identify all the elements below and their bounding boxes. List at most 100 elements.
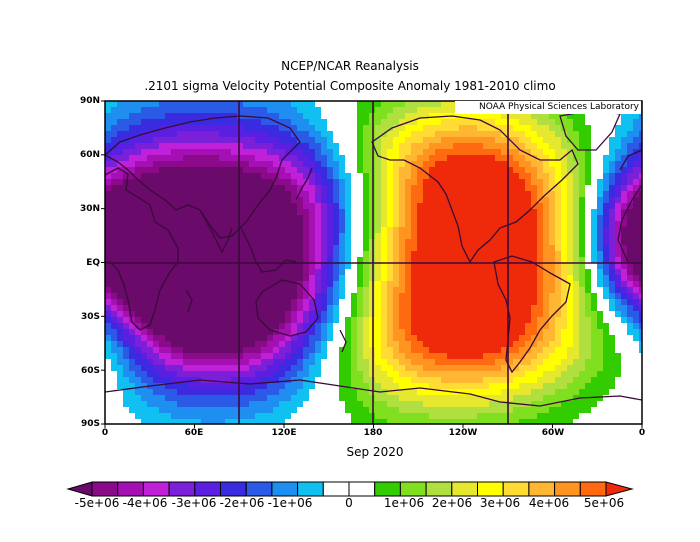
field-cell — [609, 197, 616, 204]
field-cell — [345, 335, 352, 342]
field-cell — [561, 395, 568, 402]
field-cell — [135, 341, 142, 348]
field-cell — [213, 173, 220, 180]
field-cell — [507, 287, 514, 294]
field-cell — [291, 233, 298, 240]
field-cell — [387, 419, 394, 424]
field-cell — [519, 155, 526, 162]
field-cell — [195, 347, 202, 354]
field-cell — [321, 263, 328, 270]
field-cell — [573, 185, 580, 192]
field-cell — [609, 383, 616, 390]
field-cell — [471, 209, 478, 216]
field-cell — [195, 119, 202, 126]
field-cell — [327, 179, 334, 186]
field-cell — [411, 269, 418, 276]
field-cell — [177, 305, 184, 312]
field-cell — [405, 347, 412, 354]
field-cell — [459, 395, 466, 402]
field-cell — [381, 299, 388, 306]
field-cell — [285, 275, 292, 282]
field-cell — [219, 251, 226, 258]
field-cell — [441, 173, 448, 180]
field-cell — [207, 167, 214, 174]
field-cell — [543, 299, 550, 306]
field-cell — [441, 215, 448, 222]
field-cell — [483, 233, 490, 240]
field-cell — [543, 335, 550, 342]
field-cell — [549, 353, 556, 360]
field-cell — [249, 203, 256, 210]
field-cell — [465, 233, 472, 240]
field-cell — [633, 347, 640, 354]
field-cell — [501, 245, 508, 252]
field-cell — [465, 113, 472, 120]
field-cell — [243, 341, 250, 348]
field-cell — [273, 287, 280, 294]
field-cell — [237, 377, 244, 384]
field-cell — [423, 311, 430, 318]
field-cell — [255, 335, 262, 342]
field-cell — [225, 137, 232, 144]
field-cell — [153, 137, 160, 144]
field-cell — [585, 257, 592, 264]
field-cell — [351, 323, 358, 330]
field-cell — [423, 131, 430, 138]
field-cell — [519, 167, 526, 174]
field-cell — [381, 365, 388, 372]
field-cell — [321, 167, 328, 174]
field-cell — [477, 251, 484, 258]
field-cell — [417, 263, 424, 270]
field-cell — [165, 197, 172, 204]
field-cell — [531, 275, 538, 282]
field-cell — [489, 179, 496, 186]
field-cell — [183, 137, 190, 144]
field-cell — [537, 251, 544, 258]
field-cell — [219, 359, 226, 366]
field-cell — [381, 185, 388, 192]
field-cell — [429, 323, 436, 330]
field-cell — [135, 227, 142, 234]
field-cell — [459, 197, 466, 204]
field-cell — [165, 263, 172, 270]
field-cell — [333, 191, 340, 198]
field-cell — [147, 173, 154, 180]
field-cell — [213, 335, 220, 342]
field-cell — [267, 353, 274, 360]
field-cell — [105, 173, 112, 180]
field-cell — [177, 359, 184, 366]
field-cell — [225, 299, 232, 306]
field-cell — [105, 227, 112, 234]
field-cell — [501, 251, 508, 258]
field-cell — [627, 371, 634, 378]
field-cell — [255, 221, 262, 228]
field-cell — [267, 317, 274, 324]
field-cell — [219, 179, 226, 186]
field-cell — [621, 401, 628, 408]
field-cell — [555, 335, 562, 342]
field-cell — [417, 329, 424, 336]
field-cell — [345, 347, 352, 354]
field-cell — [111, 179, 118, 186]
field-cell — [339, 203, 346, 210]
field-cell — [117, 287, 124, 294]
field-cell — [363, 305, 370, 312]
field-cell — [111, 401, 118, 408]
field-cell — [423, 407, 430, 414]
field-cell — [429, 113, 436, 120]
field-cell — [501, 389, 508, 396]
field-cell — [159, 323, 166, 330]
field-cell — [513, 215, 520, 222]
field-cell — [399, 365, 406, 372]
field-cell — [267, 113, 274, 120]
field-cell — [183, 251, 190, 258]
colorbar-label: 0 — [345, 496, 353, 510]
field-cell — [183, 227, 190, 234]
field-cell — [555, 149, 562, 156]
field-cell — [489, 377, 496, 384]
field-cell — [429, 317, 436, 324]
field-cell — [621, 221, 628, 228]
field-cell — [201, 257, 208, 264]
field-cell — [297, 113, 304, 120]
field-cell — [273, 359, 280, 366]
